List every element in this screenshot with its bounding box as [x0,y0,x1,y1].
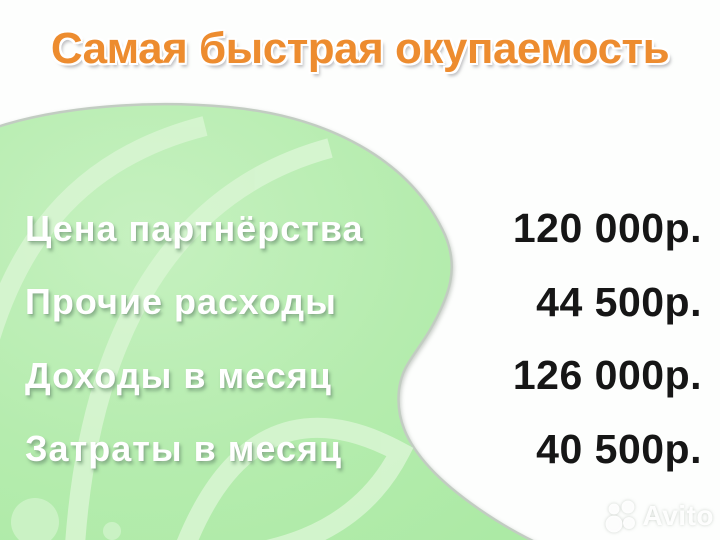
row-value: 126 000р. [512,352,702,399]
pricing-table: Цена партнёрства 120 000р. Прочие расход… [25,192,702,486]
table-row: Цена партнёрства 120 000р. [25,192,702,266]
table-row: Прочие расходы 44 500р. [25,266,702,340]
table-row: Доходы в месяц 126 000р. [25,339,702,413]
row-label: Цена партнёрства [25,207,364,249]
lotus-petal-pattern-icon [0,116,414,540]
row-value: 120 000р. [512,205,702,252]
avito-watermark: Avito [604,499,714,533]
row-label: Затраты в месяц [25,428,343,470]
avito-logo-icon [605,500,635,533]
row-value: 44 500р. [536,278,702,325]
row-label: Доходы в месяц [25,354,332,396]
row-label: Прочие расходы [25,281,337,323]
avito-watermark-text: Avito [642,500,714,531]
row-value: 40 500р. [536,425,702,472]
table-row: Затраты в месяц 40 500р. [25,413,702,487]
page-title: Самая быстрая окупаемость [50,24,670,73]
green-blob-shape [0,102,534,540]
